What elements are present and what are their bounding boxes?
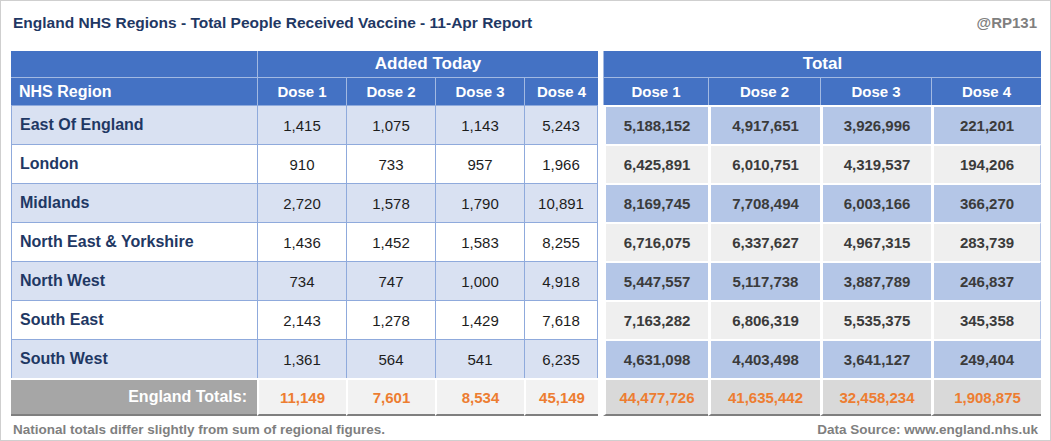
added-today-value: 564: [346, 339, 435, 378]
title-bar: England NHS Regions - Total People Recei…: [1, 1, 1050, 33]
column-header-total-dose-2: Dose 2: [708, 78, 820, 105]
column-header-total-dose-3: Dose 3: [820, 78, 931, 105]
added-today-value: 1,143: [435, 105, 524, 144]
header-blank-cell: [11, 51, 257, 78]
total-value: 7,708,494: [708, 183, 820, 222]
region-name: London: [11, 144, 257, 183]
column-header-total-dose-4: Dose 4: [931, 78, 1041, 105]
added-today-value: 1,075: [346, 105, 435, 144]
added-today-value: 4,918: [524, 261, 598, 300]
total-value: 4,319,537: [820, 144, 931, 183]
total-value: 366,270: [931, 183, 1041, 222]
total-value: 6,806,319: [708, 300, 820, 339]
england-totals-total-value: 41,635,442: [708, 378, 820, 416]
total-value: 4,917,651: [708, 105, 820, 144]
added-today-value: 1,436: [257, 222, 346, 261]
group-header-added-today: Added Today: [257, 51, 598, 78]
author-handle: @RP131: [977, 14, 1038, 31]
england-totals-added-value: 45,149: [524, 378, 598, 416]
added-today-value: 1,278: [346, 300, 435, 339]
added-today-value: 8,255: [524, 222, 598, 261]
total-value: 3,641,127: [820, 339, 931, 378]
region-name: North East & Yorkshire: [11, 222, 257, 261]
total-value: 6,003,166: [820, 183, 931, 222]
total-value: 4,631,098: [603, 339, 708, 378]
vaccine-table: Added Today Total NHS Region Dose 1 Dose…: [11, 51, 1041, 416]
column-header-added-dose-2: Dose 2: [346, 78, 435, 105]
region-name: South East: [11, 300, 257, 339]
added-today-value: 910: [257, 144, 346, 183]
added-today-value: 733: [346, 144, 435, 183]
added-today-value: 1,000: [435, 261, 524, 300]
data-source: Data Source: www.england.nhs.uk: [817, 422, 1038, 437]
column-header-added-dose-3: Dose 3: [435, 78, 524, 105]
added-today-value: 5,243: [524, 105, 598, 144]
column-header-added-dose-4: Dose 4: [524, 78, 598, 105]
added-today-value: 1,790: [435, 183, 524, 222]
added-today-value: 747: [346, 261, 435, 300]
total-value: 5,535,375: [820, 300, 931, 339]
added-today-value: 541: [435, 339, 524, 378]
page-title: England NHS Regions - Total People Recei…: [13, 14, 532, 32]
added-today-value: 957: [435, 144, 524, 183]
total-value: 246,837: [931, 261, 1041, 300]
total-value: 5,188,152: [603, 105, 708, 144]
region-name: Midlands: [11, 183, 257, 222]
total-value: 283,739: [931, 222, 1041, 261]
added-today-value: 1,966: [524, 144, 598, 183]
group-header-total: Total: [603, 51, 1041, 78]
total-value: 4,403,498: [708, 339, 820, 378]
england-totals-added-value: 8,534: [435, 378, 524, 416]
region-name: South West: [11, 339, 257, 378]
added-today-value: 1,415: [257, 105, 346, 144]
added-today-value: 1,429: [435, 300, 524, 339]
footer-bar: National totals differ slightly from sum…: [1, 416, 1050, 437]
total-value: 3,926,996: [820, 105, 931, 144]
total-value: 194,206: [931, 144, 1041, 183]
england-totals-label: England Totals:: [11, 378, 257, 416]
added-today-value: 1,583: [435, 222, 524, 261]
total-value: 6,716,075: [603, 222, 708, 261]
report-canvas: England NHS Regions - Total People Recei…: [0, 0, 1051, 441]
england-totals-total-value: 1,908,875: [931, 378, 1041, 416]
column-header-total-dose-1: Dose 1: [603, 78, 708, 105]
added-today-value: 1,578: [346, 183, 435, 222]
added-today-value: 1,361: [257, 339, 346, 378]
added-today-value: 734: [257, 261, 346, 300]
footer-note: National totals differ slightly from sum…: [13, 422, 385, 437]
england-totals-total-value: 32,458,234: [820, 378, 931, 416]
total-value: 8,169,745: [603, 183, 708, 222]
total-value: 5,447,557: [603, 261, 708, 300]
added-today-value: 6,235: [524, 339, 598, 378]
added-today-value: 10,891: [524, 183, 598, 222]
column-header-nhs-region: NHS Region: [11, 78, 257, 105]
added-today-value: 7,618: [524, 300, 598, 339]
total-value: 7,163,282: [603, 300, 708, 339]
added-today-value: 2,720: [257, 183, 346, 222]
added-today-value: 1,452: [346, 222, 435, 261]
total-value: 221,201: [931, 105, 1041, 144]
england-totals-total-value: 44,477,726: [603, 378, 708, 416]
total-value: 6,010,751: [708, 144, 820, 183]
total-value: 249,404: [931, 339, 1041, 378]
column-header-added-dose-1: Dose 1: [257, 78, 346, 105]
region-name: East Of England: [11, 105, 257, 144]
total-value: 3,887,789: [820, 261, 931, 300]
total-value: 345,358: [931, 300, 1041, 339]
england-totals-added-value: 7,601: [346, 378, 435, 416]
total-value: 6,425,891: [603, 144, 708, 183]
region-name: North West: [11, 261, 257, 300]
total-value: 5,117,738: [708, 261, 820, 300]
total-value: 4,967,315: [820, 222, 931, 261]
england-totals-added-value: 11,149: [257, 378, 346, 416]
added-today-value: 2,143: [257, 300, 346, 339]
total-value: 6,337,627: [708, 222, 820, 261]
